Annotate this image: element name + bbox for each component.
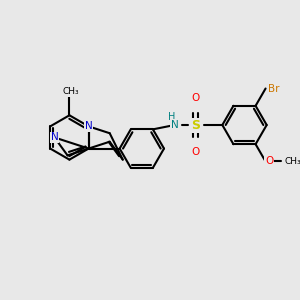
Text: Br: Br	[268, 83, 279, 94]
Text: H: H	[168, 112, 176, 122]
Text: S: S	[191, 118, 200, 131]
Text: N: N	[171, 120, 178, 130]
Text: O: O	[265, 157, 274, 166]
Text: O: O	[192, 147, 200, 157]
Text: N: N	[85, 122, 92, 131]
Text: CH₃: CH₃	[285, 157, 300, 166]
Text: O: O	[192, 93, 200, 103]
Text: N: N	[51, 133, 58, 142]
Text: N: N	[85, 122, 92, 131]
Text: CH₃: CH₃	[62, 87, 79, 96]
